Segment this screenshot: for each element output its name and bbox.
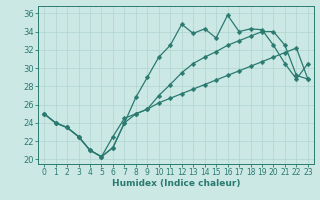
X-axis label: Humidex (Indice chaleur): Humidex (Indice chaleur) [112,179,240,188]
